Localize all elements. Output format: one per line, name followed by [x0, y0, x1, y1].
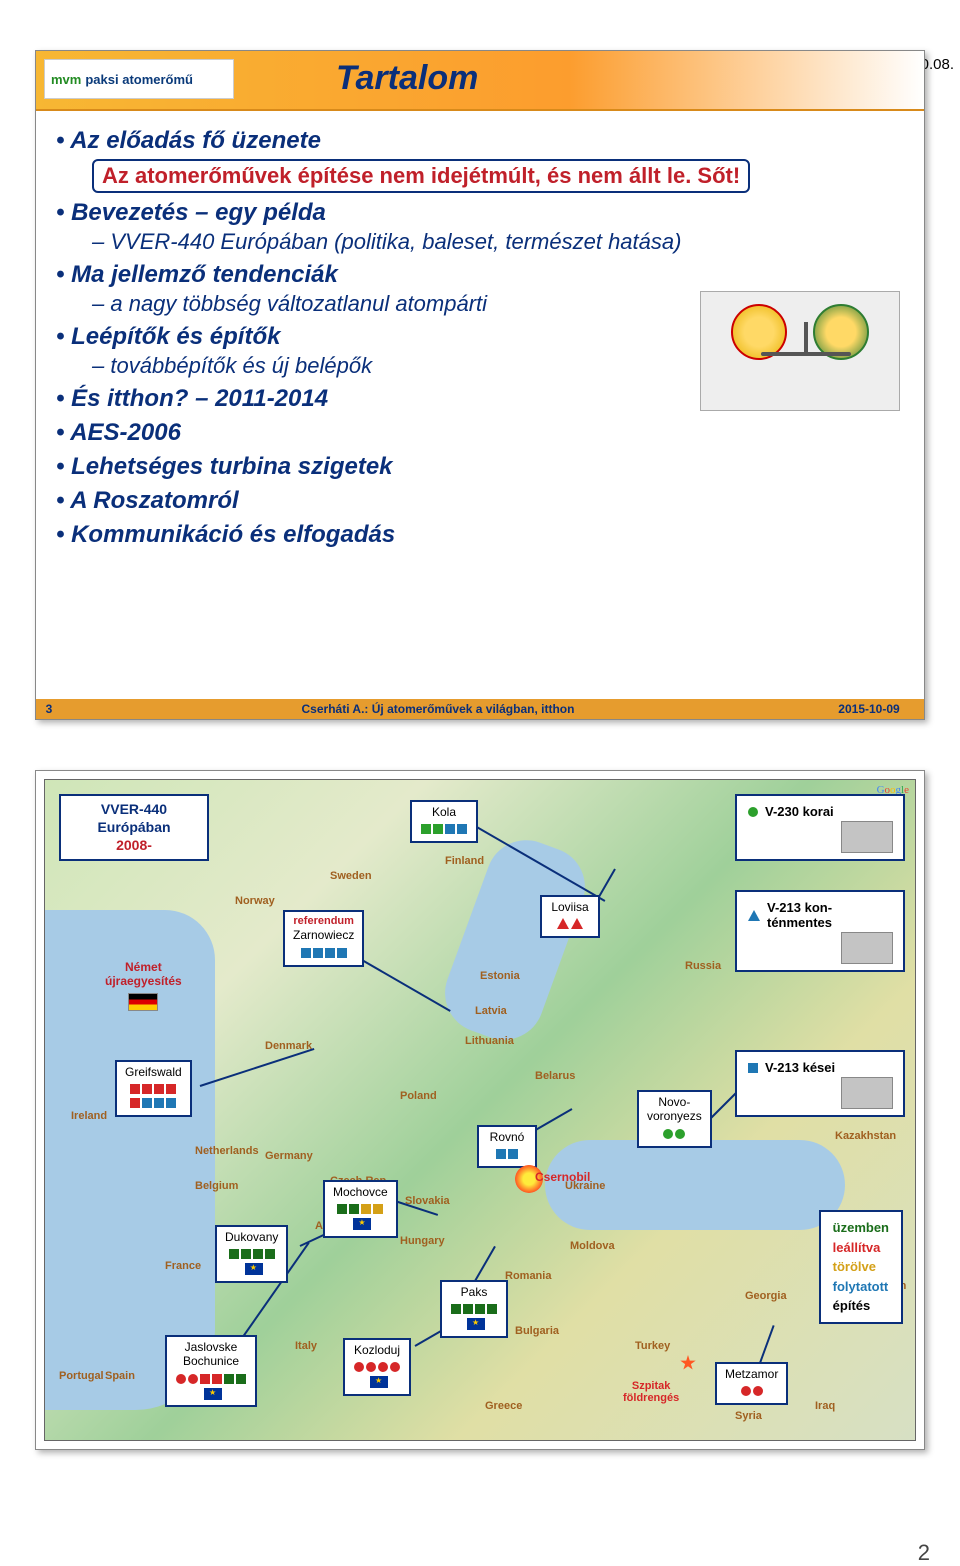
country-label: Finland — [445, 855, 484, 867]
balance-badge — [700, 291, 900, 411]
site-kola: Kola — [410, 800, 478, 843]
footer-num: 3 — [36, 702, 62, 716]
reactor-thumb-icon — [841, 821, 893, 853]
bullet-7: Lehetséges turbina szigetek — [56, 453, 910, 481]
eu-flag-icon — [353, 1218, 371, 1230]
legend-v230-label: V-230 korai — [765, 804, 834, 819]
reactor-thumb-icon — [841, 932, 893, 964]
footer-text: Cserháti A.: Új atomerőművek a világban,… — [62, 702, 814, 716]
slide2-title-l2: Európában — [69, 818, 199, 836]
country-label: Syria — [735, 1410, 762, 1422]
eu-flag-icon — [204, 1388, 222, 1400]
country-label: Moldova — [570, 1240, 615, 1252]
slide1-body: Az előadás fő üzenete Az atomerőművek ép… — [36, 111, 924, 559]
legend-v213l: V-213 kései — [735, 1050, 905, 1117]
country-label: France — [165, 1260, 201, 1272]
site-paks: Paks — [440, 1280, 508, 1338]
logo-main: paksi atomerőmű — [85, 72, 193, 87]
legend-status: üzemben leállítva törölve folytatott épí… — [819, 1210, 903, 1324]
slide2-title-box: VVER-440 Európában 2008- — [59, 794, 209, 861]
country-label: Italy — [295, 1340, 317, 1352]
country-label: Estonia — [480, 970, 520, 982]
legend-v213k-label: V-213 kon- ténmentes — [767, 900, 832, 930]
site-jaslovske: Jaslovske Bochunice — [165, 1335, 257, 1407]
bullet-1-sub: Az atomerőművek építése nem idejétmúlt, … — [92, 159, 910, 193]
country-label: Ireland — [71, 1110, 107, 1122]
site-dukovany: Dukovany — [215, 1225, 288, 1283]
footer-date: 2015-10-09 — [814, 702, 924, 716]
site-novovor: Novo- voronyezs — [637, 1090, 712, 1148]
logo-prefix: mvm — [51, 72, 81, 87]
slide1-title: Tartalom — [336, 59, 478, 98]
site-kozloduj: Kozloduj — [343, 1338, 411, 1396]
bullet-9: Kommunikáció és elfogadás — [56, 521, 910, 549]
legend-v213l-label: V-213 kései — [765, 1060, 835, 1075]
page-number: 2 — [918, 1540, 930, 1566]
country-label: Lithuania — [465, 1035, 514, 1047]
slide-1: mvm paksi atomerőmű Tartalom Az előadás … — [35, 50, 925, 720]
site-metzamor: Metzamor — [715, 1362, 788, 1405]
site-greifswald: Greifswald — [115, 1060, 192, 1117]
slide2-title-l1: VVER-440 — [69, 800, 199, 818]
country-label: Germany — [265, 1150, 313, 1162]
country-label: Belgium — [195, 1180, 238, 1192]
country-label: Hungary — [400, 1235, 445, 1247]
logo: mvm paksi atomerőmű — [44, 59, 234, 99]
site-mochovce: Mochovce — [323, 1180, 398, 1238]
site-zarnowiecz: referendumZarnowiecz — [283, 910, 364, 967]
country-label: Romania — [505, 1270, 551, 1282]
german-flag-icon — [128, 993, 158, 1011]
eu-flag-icon — [245, 1263, 263, 1275]
country-label: Kazakhstan — [835, 1130, 896, 1142]
earthquake-label: Szpitak földrengés — [623, 1380, 679, 1404]
bullet-8: A Roszatomról — [56, 487, 910, 515]
eu-flag-icon — [467, 1318, 485, 1330]
chernobyl-label: Csernobil — [535, 1170, 590, 1184]
country-label: Bulgaria — [515, 1325, 559, 1337]
site-rovno: Rovnó — [477, 1125, 537, 1168]
bullet-2: Bevezetés – egy példa — [56, 199, 910, 227]
country-label: Turkey — [635, 1340, 670, 1352]
country-label: Norway — [235, 895, 275, 907]
slide-2: Google NorwaySwedenFinlandUnited Kingdom… — [35, 770, 925, 1450]
bullet-3: Ma jellemző tendenciák — [56, 261, 910, 289]
legend-v230: V-230 korai — [735, 794, 905, 861]
country-label: Spain — [105, 1370, 135, 1382]
country-label: Iraq — [815, 1400, 835, 1412]
legend-v213k: V-213 kon- ténmentes — [735, 890, 905, 972]
bullet-2-sub: VVER-440 Európában (politika, baleset, t… — [92, 229, 910, 255]
bullet-6: AES-2006 — [56, 419, 910, 447]
reactor-thumb-icon — [841, 1077, 893, 1109]
slide2-title-year: 2008- — [69, 836, 199, 854]
slide1-header: mvm paksi atomerőmű Tartalom — [36, 51, 924, 111]
site-loviisa: Loviisa — [540, 895, 600, 938]
eu-flag-icon — [370, 1376, 388, 1388]
country-label: Portugal — [59, 1370, 104, 1382]
country-label: Sweden — [330, 870, 372, 882]
country-label: Georgia — [745, 1290, 787, 1302]
country-label: Poland — [400, 1090, 437, 1102]
country-label: Belarus — [535, 1070, 575, 1082]
country-label: Greece — [485, 1400, 522, 1412]
country-label: Russia — [685, 960, 721, 972]
bullet-1: Az előadás fő üzenete — [56, 127, 910, 155]
slide1-footer: 3 Cserháti A.: Új atomerőművek a világba… — [36, 699, 924, 719]
slide2-inner: Google NorwaySwedenFinlandUnited Kingdom… — [44, 779, 916, 1441]
country-label: Netherlands — [195, 1145, 259, 1157]
country-label: Latvia — [475, 1005, 507, 1017]
german-reunification: Német újraegyesítés — [105, 960, 182, 1011]
